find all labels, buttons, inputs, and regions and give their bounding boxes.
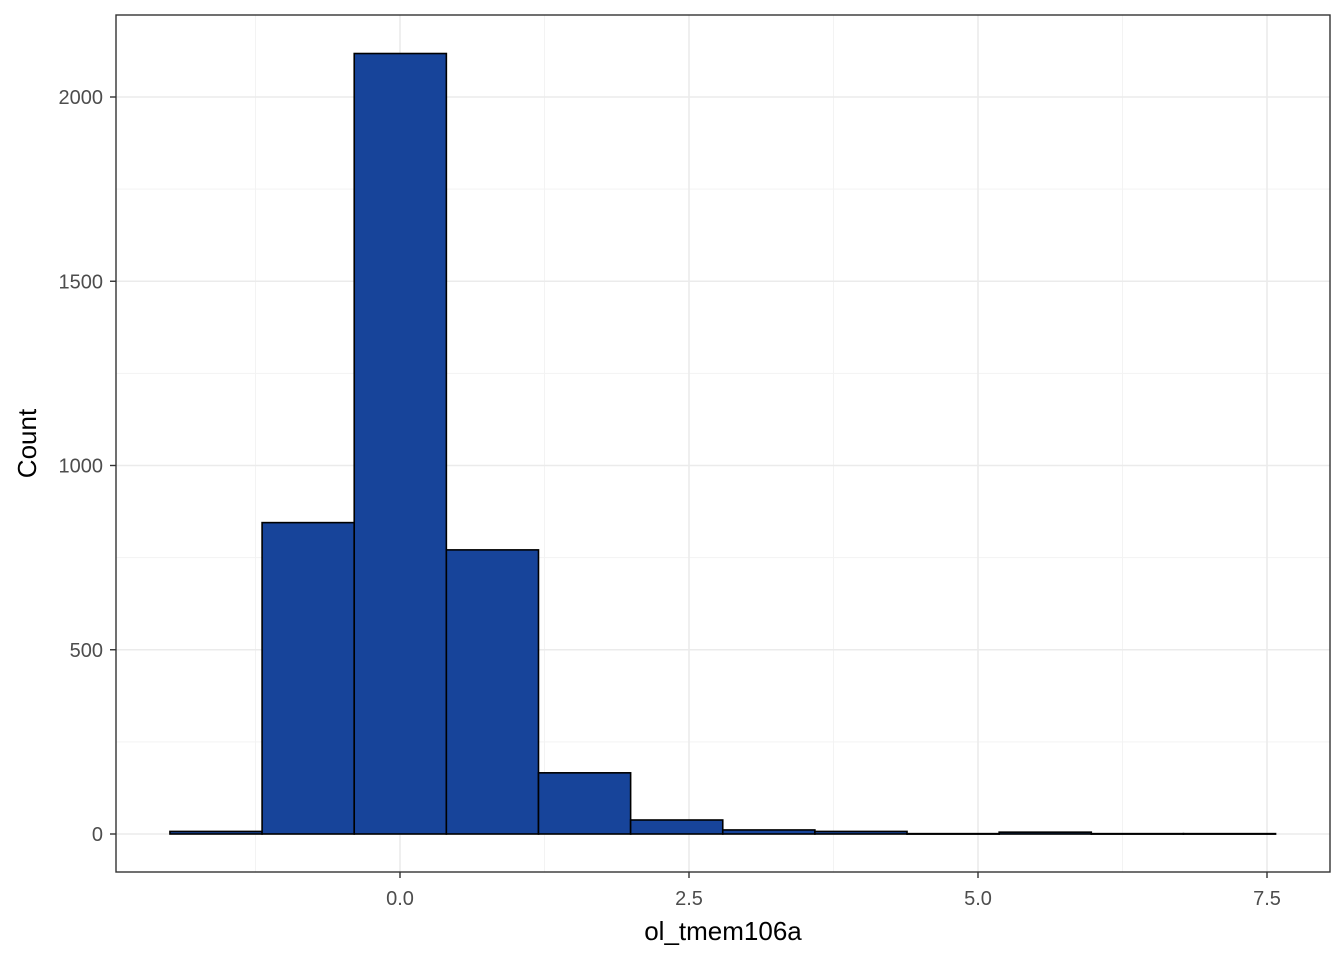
x-axis-title: ol_tmem106a [644, 916, 802, 946]
panel-border [115, 14, 1331, 873]
y-tick-label-1: 500 [70, 640, 103, 662]
histogram-bar-7 [814, 830, 908, 835]
x-tick-label-2: 5.0 [964, 888, 992, 910]
y-tick-label-4: 2000 [59, 87, 104, 109]
histogram-bar-1 [261, 521, 356, 835]
histogram-bar-8 [906, 832, 1000, 835]
histogram-bar-3 [445, 549, 540, 835]
histogram-bar-0 [169, 830, 263, 835]
y-tick-label-3: 1500 [59, 271, 104, 293]
y-axis-ticks: 0 500 1000 1500 2000 [59, 87, 116, 846]
histogram-bar-10 [1090, 832, 1185, 835]
y-tick-label-2: 1000 [59, 456, 104, 478]
histogram-bar-2 [353, 52, 448, 835]
y-tick-label-0: 0 [92, 824, 103, 846]
histogram-bar-5 [629, 819, 724, 835]
histogram-bar-9 [998, 831, 1093, 835]
y-axis-title: Count [12, 408, 42, 478]
histogram-bars [169, 52, 1277, 835]
x-tick-label-3: 7.5 [1253, 888, 1281, 910]
histogram-bar-4 [537, 772, 632, 835]
x-tick-label-1: 2.5 [675, 888, 703, 910]
x-tick-label-0: 0.0 [386, 888, 414, 910]
histogram-bar-11 [1182, 832, 1277, 835]
x-axis-ticks: 0.0 2.5 5.0 7.5 [386, 872, 1281, 910]
histogram-bar-6 [721, 829, 816, 835]
